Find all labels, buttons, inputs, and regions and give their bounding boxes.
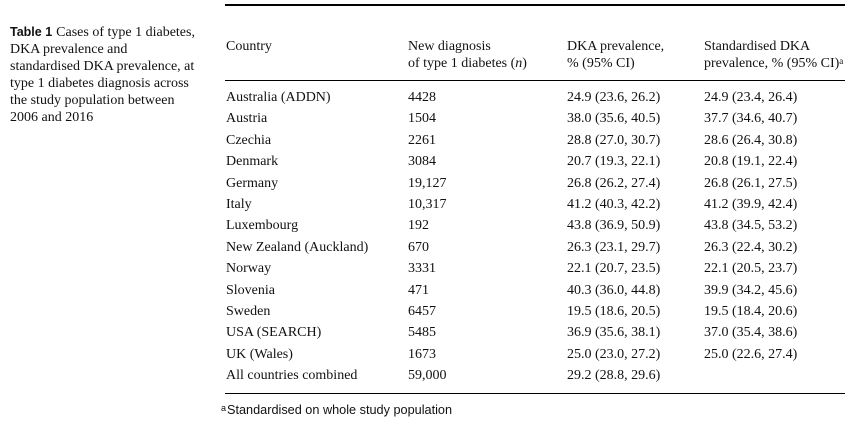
table-row: Denmark 3084 20.7 (19.3, 22.1) 20.8 (19.1, … (225, 151, 845, 172)
table-row: Australia (ADDN) 4428 24.9 (23.6, 26.2) 24.… (225, 87, 845, 108)
new-diagnoses-cell: 6457 (408, 303, 436, 319)
column-header-new-diagnoses-line1: New diagnosis (408, 39, 491, 54)
column-header-standardised-line1: Standardised DKA (704, 39, 811, 54)
new-diagnoses-cell: 471 (408, 282, 429, 298)
header-text: of type 1 diabetes ( (408, 56, 516, 71)
new-diagnoses-cell: 10,317 (408, 196, 447, 212)
table-row: Slovenia 471 40.3 (36.0, 44.8) 39.9 (34.2, … (225, 280, 845, 301)
table-body: Australia (ADDN) 4428 24.9 (23.6, 26.2) 24.… (225, 87, 845, 386)
new-diagnoses-cell: 19,127 (408, 175, 447, 191)
country-cell: New Zealand (Auckland) (226, 239, 369, 255)
country-cell: Czechia (226, 132, 272, 148)
country-cell: Norway (226, 261, 272, 277)
dka-prevalence-cell: 28.8 (27.0, 30.7) (567, 132, 661, 148)
header-text: prevalence, % (95% CI) (704, 56, 840, 71)
dka-prevalence-cell: 40.3 (36.0, 44.8) (567, 282, 661, 298)
country-cell: Sweden (226, 303, 271, 319)
standardised-dka-prevalence-cell: 20.8 (19.1, 22.4) (704, 154, 798, 170)
country-cell: Austria (226, 111, 268, 127)
table-label: Table 1 (10, 25, 53, 39)
standardised-dka-prevalence-cell: 43.8 (34.5, 53.2) (704, 218, 798, 234)
country-cell: Denmark (226, 154, 279, 170)
table-row: New Zealand (Auckland) 670 26.3 (23.1, 29.… (225, 237, 845, 258)
new-diagnoses-cell: 5485 (408, 325, 436, 341)
header-rule (225, 80, 845, 81)
country-cell: Slovenia (226, 282, 275, 298)
standardised-dka-prevalence-cell: 37.7 (34.6, 40.7) (704, 111, 798, 127)
top-rule (225, 4, 845, 6)
standardised-dka-prevalence-cell: 26.3 (22.4, 30.2) (704, 239, 798, 255)
dka-prevalence-cell: 22.1 (20.7, 23.5) (567, 261, 661, 277)
country-cell: All countries combined (226, 368, 358, 384)
new-diagnoses-cell: 1504 (408, 111, 436, 127)
dka-prevalence-cell: 26.3 (23.1, 29.7) (567, 239, 661, 255)
standardised-dka-prevalence-cell: 26.8 (26.1, 27.5) (704, 175, 798, 191)
standardised-dka-prevalence-cell: 24.9 (23.4, 26.4) (704, 90, 798, 105)
column-header-standardised-dka-prevalence: Standardised DKA prevalence, % (95% CI)a (704, 38, 843, 72)
header-text: ) (522, 56, 527, 71)
standardised-dka-prevalence-cell: 39.9 (34.2, 45.6) (704, 282, 798, 298)
column-header-dka-prevalence: DKA prevalence, % (95% CI) (567, 38, 664, 72)
country-cell: Italy (226, 196, 252, 212)
new-diagnoses-cell: 3331 (408, 261, 436, 277)
footnote-text: Standardised on whole study population (227, 403, 453, 417)
new-diagnoses-cell: 1673 (408, 346, 436, 362)
dka-prevalence-cell: 43.8 (36.9, 50.9) (567, 218, 661, 234)
new-diagnoses-cell: 2261 (408, 132, 436, 148)
dka-prevalence-cell: 41.2 (40.3, 42.2) (567, 196, 661, 212)
table-row: All countries combined 59,000 29.2 (28.8, … (225, 365, 845, 386)
table-row: Czechia 2261 28.8 (27.0, 30.7) 28.6 (26.4, … (225, 130, 845, 151)
table-footnote: aStandardised on whole study population (221, 401, 452, 419)
standardised-dka-prevalence-cell: 37.0 (35.4, 38.6) (704, 325, 798, 341)
dka-prevalence-cell: 26.8 (26.2, 27.4) (567, 175, 661, 191)
standardised-dka-prevalence-cell: 25.0 (22.6, 27.4) (704, 346, 798, 362)
footnote-marker: a (839, 56, 844, 66)
dka-prevalence-cell: 24.9 (23.6, 26.2) (567, 90, 661, 105)
column-header-new-diagnoses: New diagnosis of type 1 diabetes (n) (408, 38, 527, 72)
standardised-dka-prevalence-cell: 19.5 (18.4, 20.6) (704, 303, 798, 319)
dka-prevalence-cell: 38.0 (35.6, 40.5) (567, 111, 661, 127)
dka-prevalence-cell: 20.7 (19.3, 22.1) (567, 154, 661, 170)
new-diagnoses-cell: 59,000 (408, 368, 447, 384)
new-diagnoses-cell: 4428 (408, 90, 436, 105)
column-header-new-diagnoses-line2: of type 1 diabetes (n) (408, 55, 527, 72)
dka-prevalence-cell: 19.5 (18.6, 20.5) (567, 303, 661, 319)
country-cell: Luxembourg (226, 218, 299, 234)
table-row: USA (SEARCH) 5485 36.9 (35.6, 38.1) 37.0 (3… (225, 322, 845, 343)
table-caption: Table 1 Cases of type 1 diabetes, DKA pre… (10, 24, 199, 126)
standardised-dka-prevalence-cell: 22.1 (20.5, 23.7) (704, 261, 798, 277)
column-header-standardised-line2: prevalence, % (95% CI)a (704, 55, 843, 72)
header-italic-n: n (515, 56, 523, 71)
column-header-dka-prevalence-line1: DKA prevalence, (567, 39, 665, 54)
table-row: Sweden 6457 19.5 (18.6, 20.5) 19.5 (18.4, 2… (225, 301, 845, 322)
caption-text: Cases of type 1 diabetes, DKA prevalence… (10, 25, 195, 125)
column-header-dka-prevalence-line2: % (95% CI) (567, 56, 635, 71)
country-cell: Germany (226, 175, 279, 191)
table-row: UK (Wales) 1673 25.0 (23.0, 27.2) 25.0 (22.… (225, 344, 845, 365)
table-row: Norway 3331 22.1 (20.7, 23.5) 22.1 (20.5, 2… (225, 258, 845, 279)
country-cell: USA (SEARCH) (226, 325, 322, 341)
new-diagnoses-cell: 192 (408, 218, 429, 234)
footnote-marker: a (221, 403, 227, 413)
new-diagnoses-cell: 670 (408, 239, 429, 255)
table-row: Austria 1504 38.0 (35.6, 40.5) 37.7 (34.6, … (225, 108, 845, 129)
dka-prevalence-cell: 29.2 (28.8, 29.6) (567, 368, 661, 384)
column-header-country: Country (226, 38, 272, 55)
country-cell: Australia (ADDN) (226, 90, 331, 105)
table-row: Germany 19,127 26.8 (26.2, 27.4) 26.8 (26.1… (225, 173, 845, 194)
bottom-rule (225, 393, 845, 394)
dka-prevalence-cell: 36.9 (35.6, 38.1) (567, 325, 661, 341)
column-header-country-label: Country (226, 39, 272, 54)
country-cell: UK (Wales) (226, 346, 293, 362)
standardised-dka-prevalence-cell: 41.2 (39.9, 42.4) (704, 196, 798, 212)
new-diagnoses-cell: 3084 (408, 154, 436, 170)
table-row: Luxembourg 192 43.8 (36.9, 50.9) 43.8 (34.5… (225, 215, 845, 236)
table-row: Italy 10,317 41.2 (40.3, 42.2) 41.2 (39.9, … (225, 194, 845, 215)
table-header: Country New diagnosis of type 1 diabetes… (225, 38, 845, 74)
dka-prevalence-cell: 25.0 (23.0, 27.2) (567, 346, 661, 362)
standardised-dka-prevalence-cell: 28.6 (26.4, 30.8) (704, 132, 798, 148)
